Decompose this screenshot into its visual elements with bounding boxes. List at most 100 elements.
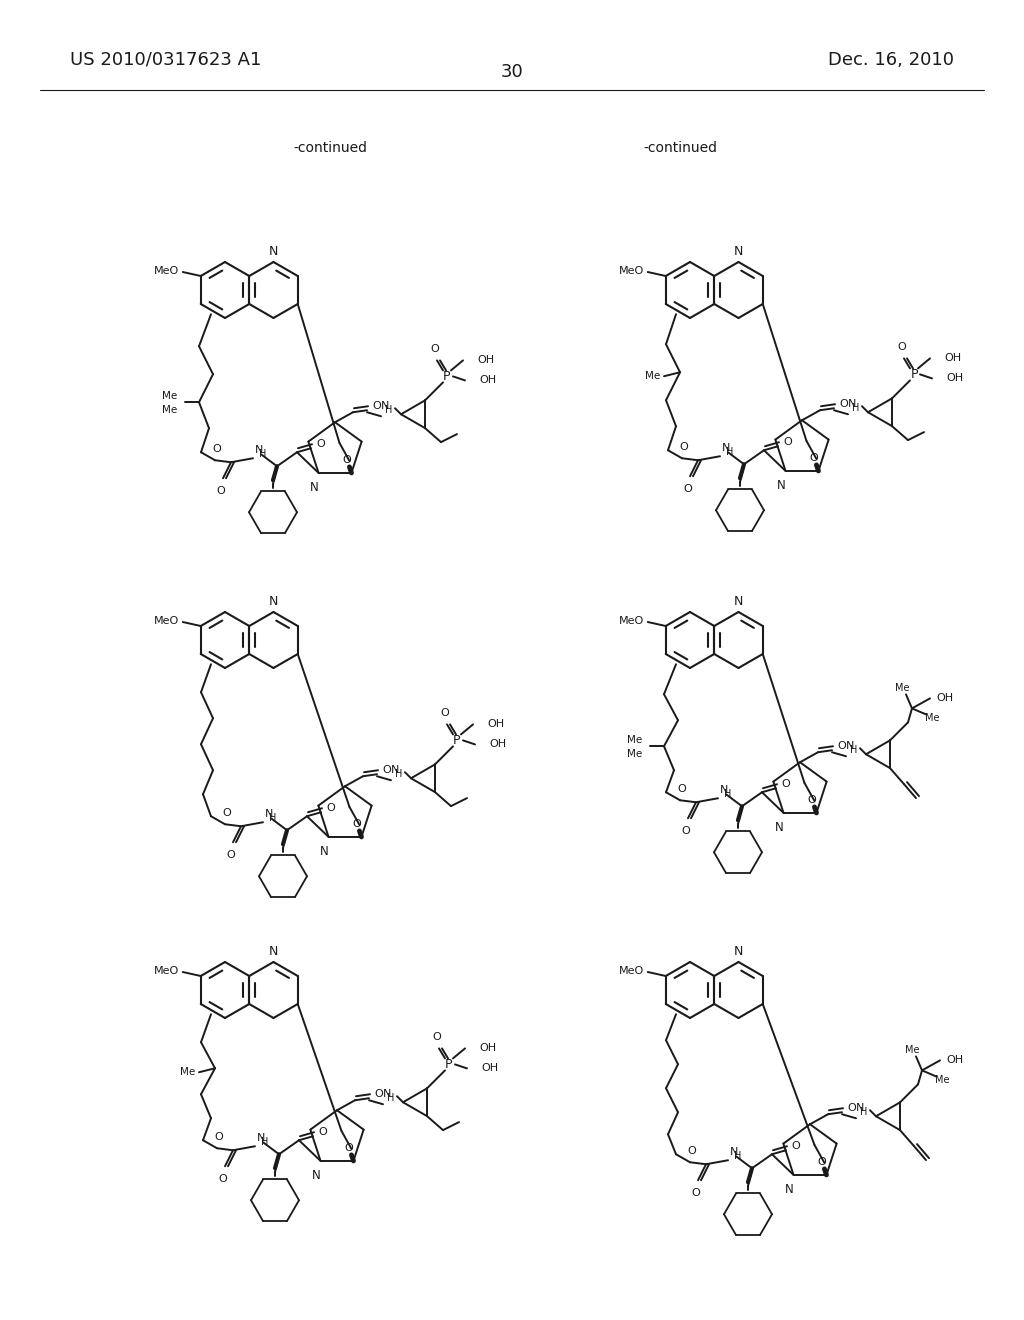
Text: Me: Me xyxy=(627,750,642,759)
Text: H: H xyxy=(395,770,402,779)
Text: MeO: MeO xyxy=(154,966,179,975)
Text: N: N xyxy=(785,1183,794,1196)
Text: N: N xyxy=(269,595,279,609)
Text: O: O xyxy=(326,804,335,813)
Text: H: H xyxy=(261,1138,268,1147)
Text: O: O xyxy=(817,1156,825,1167)
Text: H: H xyxy=(724,789,731,799)
Text: H: H xyxy=(860,1107,867,1117)
Text: O: O xyxy=(809,453,818,463)
Text: -continued: -continued xyxy=(643,141,717,154)
Text: N: N xyxy=(730,1147,738,1158)
Text: N: N xyxy=(381,401,389,412)
Text: O: O xyxy=(217,486,225,496)
Text: P: P xyxy=(454,734,461,747)
Text: O: O xyxy=(226,850,236,861)
Text: H: H xyxy=(850,746,857,755)
Text: O: O xyxy=(682,826,690,837)
Text: H: H xyxy=(852,403,859,413)
Text: N: N xyxy=(856,1104,864,1113)
Text: O: O xyxy=(680,442,688,453)
Text: H: H xyxy=(269,813,276,824)
Text: O: O xyxy=(898,342,906,352)
Text: Me: Me xyxy=(645,371,660,381)
Text: N: N xyxy=(848,399,856,409)
Text: O: O xyxy=(352,818,360,829)
Text: N: N xyxy=(722,444,730,453)
Text: OH: OH xyxy=(487,719,504,730)
Text: N: N xyxy=(391,766,399,775)
Text: N: N xyxy=(777,479,785,492)
Text: N: N xyxy=(312,1170,321,1181)
Text: MeO: MeO xyxy=(154,267,179,276)
Text: -continued: -continued xyxy=(293,141,367,154)
Text: N: N xyxy=(269,246,279,257)
Text: Me: Me xyxy=(180,1068,195,1077)
Text: P: P xyxy=(443,370,451,383)
Text: OH: OH xyxy=(479,375,496,385)
Text: O: O xyxy=(684,484,692,494)
Text: OH: OH xyxy=(477,355,495,366)
Text: O: O xyxy=(432,1032,441,1043)
Text: N: N xyxy=(269,945,279,958)
Text: N: N xyxy=(310,480,318,494)
Text: MeO: MeO xyxy=(618,616,644,626)
Text: H: H xyxy=(259,449,266,459)
Text: O: O xyxy=(318,1127,327,1138)
Text: Dec. 16, 2010: Dec. 16, 2010 xyxy=(828,51,954,69)
Text: N: N xyxy=(720,785,728,795)
Text: N: N xyxy=(321,845,329,858)
Text: OH: OH xyxy=(944,354,962,363)
Text: MeO: MeO xyxy=(618,966,644,975)
Text: Me: Me xyxy=(905,1045,920,1056)
Text: Me: Me xyxy=(162,391,177,401)
Text: N: N xyxy=(383,1089,391,1100)
Text: N: N xyxy=(265,809,273,820)
Text: N: N xyxy=(257,1134,265,1143)
Text: O: O xyxy=(213,445,221,454)
Text: O: O xyxy=(791,1142,800,1151)
Text: 30: 30 xyxy=(501,63,523,81)
Text: N: N xyxy=(255,445,263,455)
Text: O: O xyxy=(215,1133,223,1142)
Text: O: O xyxy=(316,440,325,449)
Text: Me: Me xyxy=(925,713,939,723)
Text: OH: OH xyxy=(481,1064,498,1073)
Text: O: O xyxy=(688,1146,696,1156)
Text: OH: OH xyxy=(946,1056,964,1065)
Text: OH: OH xyxy=(479,1043,496,1053)
Text: Me: Me xyxy=(162,405,177,416)
Text: O: O xyxy=(807,795,816,805)
Text: N: N xyxy=(775,821,784,834)
Text: P: P xyxy=(445,1057,453,1071)
Text: Me: Me xyxy=(895,684,909,693)
Text: H: H xyxy=(387,1093,394,1104)
Text: Me: Me xyxy=(935,1076,949,1085)
Text: O: O xyxy=(344,1143,353,1152)
Text: O: O xyxy=(691,1188,700,1199)
Text: O: O xyxy=(382,766,391,775)
Text: O: O xyxy=(440,709,450,718)
Text: N: N xyxy=(734,595,743,609)
Text: O: O xyxy=(219,1175,227,1184)
Text: O: O xyxy=(431,345,439,354)
Text: O: O xyxy=(837,742,846,751)
Text: MeO: MeO xyxy=(618,267,644,276)
Text: MeO: MeO xyxy=(154,616,179,626)
Text: N: N xyxy=(734,246,743,257)
Text: H: H xyxy=(734,1151,741,1162)
Text: P: P xyxy=(910,368,918,381)
Text: O: O xyxy=(372,401,381,412)
Text: O: O xyxy=(847,1104,856,1113)
Text: O: O xyxy=(342,455,351,465)
Text: O: O xyxy=(783,437,792,447)
Text: OH: OH xyxy=(489,739,506,750)
Text: O: O xyxy=(374,1089,383,1100)
Text: O: O xyxy=(839,399,848,409)
Text: H: H xyxy=(726,447,733,457)
Text: US 2010/0317623 A1: US 2010/0317623 A1 xyxy=(70,51,261,69)
Text: Me: Me xyxy=(627,735,642,746)
Text: O: O xyxy=(678,784,686,795)
Text: N: N xyxy=(846,742,854,751)
Text: OH: OH xyxy=(946,374,964,383)
